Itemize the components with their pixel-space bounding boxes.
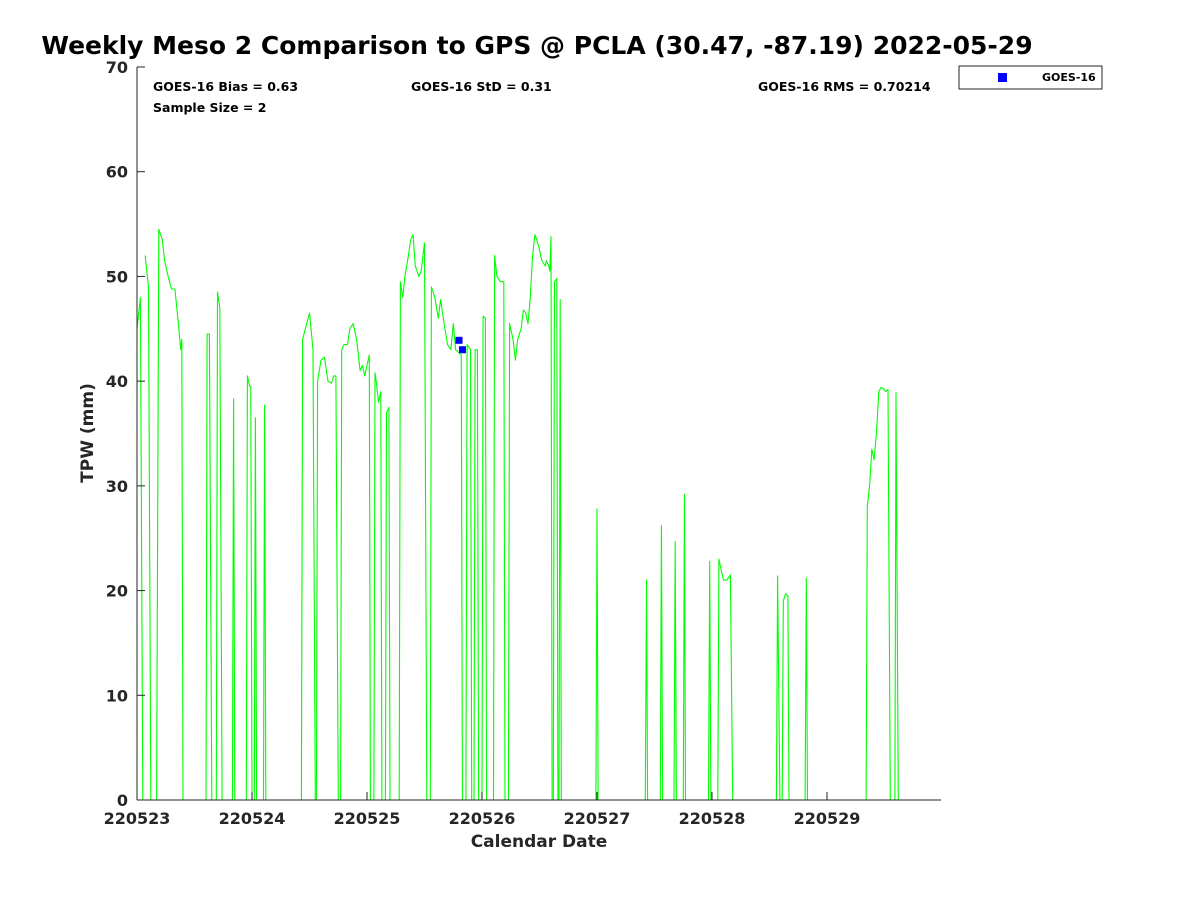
y-tick-label: 50	[106, 267, 128, 286]
bias-text: GOES-16 Bias = 0.63	[153, 79, 298, 94]
tpw-line-segment	[156, 228, 184, 801]
std-text: GOES-16 StD = 0.31	[411, 79, 552, 94]
tpw-line-segment	[492, 254, 506, 801]
tpw-line-segment	[595, 508, 599, 801]
tpw-line-segment	[717, 558, 734, 801]
x-tick-label: 220529	[794, 809, 861, 828]
tpw-line-segment	[481, 315, 488, 801]
chart-title: Weekly Meso 2 Comparison to GPS @ PCLA (…	[41, 31, 1032, 60]
tpw-line-segment	[136, 296, 144, 801]
tpw-line-segment	[644, 579, 649, 801]
legend: GOES-16	[958, 65, 1103, 90]
tpw-line-segment	[205, 333, 213, 801]
y-axis-label: TPW (mm)	[78, 383, 98, 483]
y-tick-label: 10	[106, 686, 128, 705]
tpw-line-segment	[673, 540, 677, 801]
tpw-line-segment	[659, 525, 664, 801]
tpw-line-segment	[707, 560, 712, 801]
goes16-point	[455, 336, 463, 344]
tpw-line-segment	[215, 291, 223, 801]
tpw-line-segment	[865, 386, 891, 801]
tpw-line-segment	[262, 404, 267, 801]
tpw-line-segment	[231, 398, 236, 801]
x-tick-label: 220523	[104, 809, 171, 828]
legend-box	[958, 65, 1103, 90]
x-tick-label: 220527	[564, 809, 631, 828]
y-tick-label: 60	[106, 163, 128, 182]
tpw-line-segment	[558, 298, 562, 801]
tpw-line-segment	[781, 593, 790, 801]
series-layer	[136, 228, 899, 801]
x-axis-label: Calendar Date	[471, 832, 608, 852]
y-tick-label: 20	[106, 582, 128, 601]
tpw-line-segment	[253, 417, 258, 801]
tpw-line-segment	[894, 392, 899, 801]
tpw-line-segment	[682, 493, 687, 801]
legend-marker	[998, 73, 1007, 82]
y-tick-label: 30	[106, 477, 128, 496]
tpw-line-segment	[384, 406, 391, 801]
x-tick-label: 220524	[219, 809, 286, 828]
legend-label: GOES-16	[1042, 71, 1096, 84]
tpw-line-segment	[804, 577, 809, 801]
tpw-line-segment	[144, 255, 152, 801]
axes-layer: 0 10 20 30 40 50 60 70 220523 220524 220525 220526 2…	[104, 58, 941, 828]
tpw-line-segment	[373, 372, 383, 801]
tpw-line-segment	[473, 349, 480, 801]
sample-size-text: Sample Size = 2	[153, 100, 266, 115]
tpw-line-segment	[315, 356, 339, 801]
x-tick-label: 220528	[679, 809, 746, 828]
tpw-line-segment	[465, 343, 473, 801]
tpw-line-segment	[552, 277, 559, 801]
tpw-line-segment	[245, 375, 253, 801]
goes16-point	[458, 346, 466, 354]
plot-area	[137, 67, 941, 800]
x-tick-label: 220525	[334, 809, 401, 828]
rms-text: GOES-16 RMS = 0.70214	[758, 79, 931, 94]
tpw-line-segment	[300, 312, 316, 801]
tpw-line-segment	[507, 233, 553, 801]
y-tick-label: 70	[106, 58, 128, 77]
y-tick-label: 40	[106, 372, 128, 391]
y-tick-label: 0	[117, 791, 128, 810]
tpw-line-segment	[340, 323, 371, 801]
x-tick-label: 220526	[449, 809, 516, 828]
tpw-line-segment	[775, 575, 781, 801]
tpw-line-segment	[398, 233, 428, 801]
